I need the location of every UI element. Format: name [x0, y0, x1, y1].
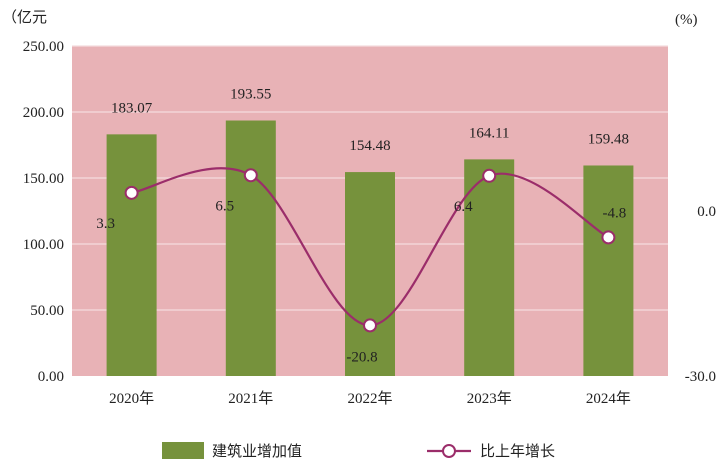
bar-1 [106, 134, 157, 376]
legend-bar-swatch [162, 442, 204, 459]
legend-bar-label: 建筑业增加值 [212, 443, 302, 460]
y-right-unit: (%) [675, 12, 698, 28]
growth-value-label-5: -4.8 [603, 205, 627, 221]
bar-series [106, 120, 634, 376]
bar-value-label-5: 159.48 [588, 131, 629, 147]
growth-point-4 [482, 168, 497, 183]
y-left-tick-label: 50.00 [30, 303, 64, 319]
y-left-tick-label: 200.00 [23, 105, 64, 121]
line-series [124, 167, 616, 333]
legend: 建筑业增加值 比上年增长 [162, 442, 555, 460]
bar-2 [225, 120, 276, 376]
legend-line-label: 比上年增长 [480, 443, 555, 460]
growth-value-label-3: -20.8 [346, 349, 377, 365]
y-left-tick-label: 0.00 [38, 369, 64, 385]
growth-point-5 [601, 230, 616, 245]
x-tick-label-1: 2020年 [109, 390, 154, 407]
bar-value-label-1: 183.07 [111, 100, 153, 116]
y-left-tick-label: 100.00 [23, 237, 64, 253]
y-left-unit: （亿元 [2, 9, 47, 26]
growth-point-1 [124, 185, 139, 200]
legend-line-marker [442, 444, 456, 458]
y-right-tick-label: 0.0 [697, 204, 716, 220]
growth-point-3 [363, 318, 377, 333]
x-tick-label-5: 2024年 [586, 390, 631, 407]
y-left-tick-label: 250.00 [23, 39, 64, 55]
x-tick-label-2: 2021年 [228, 390, 273, 407]
bar-3 [345, 172, 395, 376]
bar-value-label-2: 193.55 [230, 87, 271, 103]
growth-point-2 [243, 168, 258, 183]
x-tick-label-3: 2022年 [347, 390, 392, 407]
growth-value-label-1: 3.3 [96, 216, 115, 232]
bar-value-label-3: 154.48 [349, 138, 390, 154]
axes: 0.00 50.00 100.00 150.00 200.00 250.00 0.0 -30.… [2, 9, 716, 407]
bar-value-label-4: 164.11 [469, 125, 510, 141]
y-left-tick-label: 150.00 [23, 171, 64, 187]
data-labels: 183.07 193.55 154.48 164.11 159.48 3.3 6.5 -20.… [96, 87, 629, 366]
x-tick-label-4: 2023年 [467, 390, 512, 407]
bar-5 [583, 165, 634, 376]
growth-value-label-2: 6.5 [215, 198, 234, 214]
bar-4 [464, 159, 515, 376]
y-right-tick-label: -30.0 [685, 369, 716, 385]
growth-value-label-4: 6.4 [454, 199, 473, 215]
